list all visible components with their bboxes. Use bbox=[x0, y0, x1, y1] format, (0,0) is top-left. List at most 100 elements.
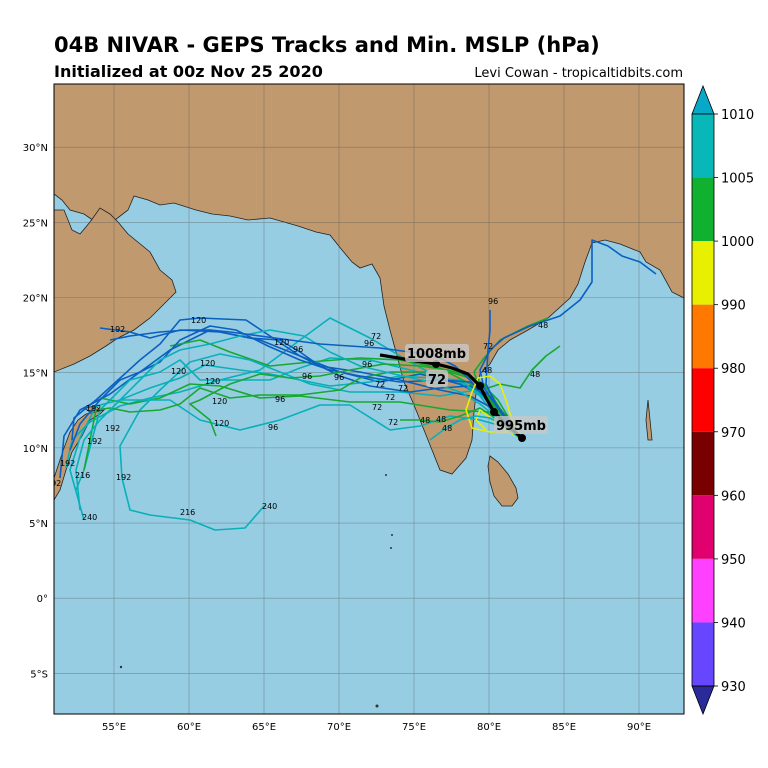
end-callout-box bbox=[494, 416, 548, 434]
lat-tick-label: 15°N bbox=[23, 369, 48, 380]
chart-title: 04B NIVAR - GEPS Tracks and Min. MSLP (h… bbox=[54, 33, 600, 57]
forecast-hour-label: 192 bbox=[46, 479, 61, 488]
lat-tick-label: 20°N bbox=[23, 294, 48, 305]
track-10 bbox=[99, 327, 523, 441]
forecast-hour-label: 192 bbox=[87, 437, 102, 446]
lon-tick-label: 60°E bbox=[177, 722, 201, 733]
forecast-hour-label: 48 bbox=[420, 416, 430, 425]
colorbar-tick-label: 960 bbox=[721, 489, 746, 504]
start-mslp-callout: 1008mb bbox=[407, 347, 466, 362]
colorbar-segment bbox=[692, 431, 714, 496]
lon-tick-label: 90°E bbox=[627, 722, 651, 733]
lat-tick-label: 25°N bbox=[23, 218, 48, 229]
colorbar-tick-label: 930 bbox=[721, 680, 746, 695]
forecast-hour-label: 240 bbox=[262, 502, 277, 511]
maldives-islands bbox=[119, 474, 393, 708]
forecast-hour-label: 216 bbox=[75, 471, 90, 480]
colorbar-segment bbox=[692, 304, 714, 369]
lon-tick-label: 70°E bbox=[327, 722, 351, 733]
colorbar-segment bbox=[692, 177, 714, 242]
hour-callout-box bbox=[426, 370, 448, 387]
forecast-hour-label: 240 bbox=[82, 513, 97, 522]
forecast-hour-label: 96 bbox=[275, 395, 285, 404]
forecast-hour-label: 120 bbox=[212, 397, 227, 406]
forecast-hour-label: 48 bbox=[538, 321, 548, 330]
map-frame bbox=[53, 83, 685, 715]
colorbar-tick-label: 1000 bbox=[721, 235, 754, 250]
end-hour-callout: 72 bbox=[428, 373, 446, 388]
colorbar-tick-label: 940 bbox=[721, 616, 746, 631]
forecast-hour-label: 48 bbox=[530, 370, 540, 379]
forecast-hour-label: 96 bbox=[268, 423, 278, 432]
track-19 bbox=[479, 239, 657, 441]
lat-tick-label: 0° bbox=[37, 594, 48, 605]
landmass-srilanka bbox=[487, 455, 519, 507]
mean-track-start bbox=[518, 434, 526, 442]
lat-axis: 30°N 25°N 20°N 15°N 10°N 5°N 0° 5°S bbox=[23, 143, 48, 680]
colorbar-tick-label: 970 bbox=[721, 426, 746, 441]
forecast-hour-label: 120 bbox=[205, 377, 220, 386]
forecast-hour-label: 48 bbox=[442, 424, 452, 433]
mslp-callouts: 1008mb 72 995mb bbox=[405, 344, 548, 434]
lat-tick-label: 5°S bbox=[30, 669, 48, 680]
colorbar-tick-label: 1005 bbox=[721, 172, 754, 187]
forecast-hour-label: 192 bbox=[60, 459, 75, 468]
forecast-hour-label: 72 bbox=[375, 380, 385, 389]
mean-track-point bbox=[490, 408, 498, 416]
colorbar-segment bbox=[692, 622, 714, 686]
forecast-hour-label: 96 bbox=[293, 345, 303, 354]
colorbar-segment bbox=[692, 558, 714, 623]
colorbar-tick-label: 980 bbox=[721, 362, 746, 377]
lon-axis: 55°E 60°E 65°E 70°E 75°E 80°E 85°E 90°E bbox=[102, 722, 651, 733]
lat-tick-label: 30°N bbox=[23, 143, 48, 154]
track-8 bbox=[71, 317, 523, 441]
forecast-hour-label: 120 bbox=[274, 338, 289, 347]
credit-label: Levi Cowan - tropicaltidbits.com bbox=[474, 66, 683, 81]
forecast-hour-label: 192 bbox=[110, 325, 125, 334]
forecast-hour-label: 48 bbox=[436, 415, 446, 424]
forecast-hour-label: 96 bbox=[488, 297, 498, 306]
colorbar-segment bbox=[692, 114, 714, 178]
forecast-hour-label: 120 bbox=[171, 367, 186, 376]
forecast-hour-label: 192 bbox=[105, 424, 120, 433]
landmass-andaman bbox=[645, 399, 653, 441]
track-12 bbox=[69, 325, 523, 451]
colorbar-tick-label: 950 bbox=[721, 553, 746, 568]
forecast-hour-label: 72 bbox=[483, 342, 493, 351]
start-callout-box bbox=[405, 344, 469, 362]
lat-tick-label: 10°N bbox=[23, 444, 48, 455]
track-21 bbox=[465, 375, 523, 441]
end-mslp-callout: 995mb bbox=[496, 419, 546, 434]
forecast-hour-label: 72 bbox=[371, 332, 381, 341]
mean-track-point bbox=[476, 382, 484, 390]
colorbar-top-extension bbox=[691, 84, 715, 115]
chart-subtitle: Initialized at 00z Nov 25 2020 bbox=[54, 62, 323, 81]
lon-tick-label: 65°E bbox=[252, 722, 276, 733]
forecast-hour-label: 96 bbox=[364, 339, 374, 348]
lon-tick-label: 75°E bbox=[402, 722, 426, 733]
forecast-hour-label: 216 bbox=[180, 508, 195, 517]
track-15 bbox=[109, 329, 523, 441]
lat-tick-label: 5°N bbox=[29, 519, 48, 530]
lon-tick-label: 55°E bbox=[102, 722, 126, 733]
forecast-hour-label: 72 bbox=[385, 393, 395, 402]
forecast-hour-label: 72 bbox=[388, 418, 398, 427]
lon-tick-label: 85°E bbox=[552, 722, 576, 733]
forecast-hour-label: 48 bbox=[482, 366, 492, 375]
forecast-hour-label: 192 bbox=[86, 404, 101, 413]
forecast-hour-label: 72 bbox=[372, 403, 382, 412]
forecast-hour-label: 96 bbox=[302, 372, 312, 381]
ensemble-tracks bbox=[59, 239, 657, 531]
colorbar-frame bbox=[691, 113, 715, 687]
forecast-hour-label: 96 bbox=[334, 373, 344, 382]
colorbar-segment bbox=[692, 495, 714, 559]
forecast-hour-label: 120 bbox=[191, 316, 206, 325]
lon-tick-label: 80°E bbox=[477, 722, 501, 733]
colorbar-segment bbox=[692, 241, 714, 305]
colorbar-segment bbox=[692, 368, 714, 432]
forecast-hour-label: 96 bbox=[362, 360, 372, 369]
forecast-hour-label: 120 bbox=[200, 359, 215, 368]
forecast-hour-label: 72 bbox=[398, 384, 408, 393]
